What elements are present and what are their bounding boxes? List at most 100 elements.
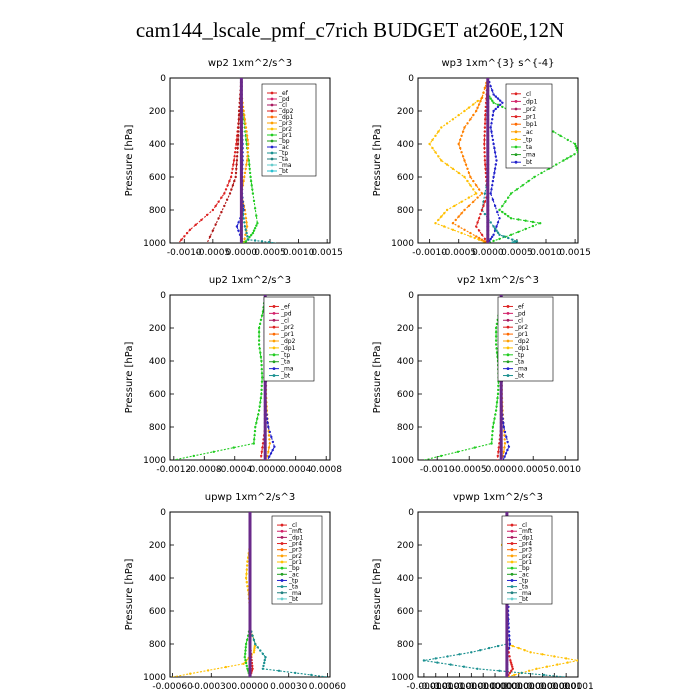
data-point-bt [248, 593, 252, 596]
data-point-dp1 [260, 359, 263, 363]
data-point-dp1 [483, 146, 486, 150]
data-point-dp2 [260, 454, 263, 458]
legend-marker [280, 597, 284, 601]
data-point-ac [253, 227, 257, 230]
data-point-pr1 [483, 86, 487, 90]
data-point-ac [501, 204, 504, 208]
legend-label: _dp2 [514, 338, 530, 345]
data-point-ac [507, 215, 510, 218]
legend-box [263, 296, 315, 382]
data-point-dp1 [257, 335, 261, 338]
data-point-bt [263, 295, 267, 297]
series-line-tp [487, 78, 504, 243]
data-point-pr1 [502, 450, 505, 453]
data-point-bt [486, 130, 490, 134]
data-point-ac [492, 101, 495, 105]
data-point-dp1 [491, 425, 495, 429]
data-point-pr2 [566, 661, 569, 664]
data-point-dp1 [495, 347, 498, 350]
data-point-bt [486, 155, 490, 158]
y-tick-label: 800 [397, 206, 414, 216]
data-point-ac [533, 175, 536, 179]
data-point-bt [248, 659, 252, 662]
legend-label: _pr3 [518, 547, 532, 554]
legend-marker [510, 560, 514, 564]
legend-label: _bt [280, 373, 291, 380]
data-point-ta [487, 646, 491, 650]
data-point-pr1 [245, 221, 248, 224]
data-point-bt [505, 617, 509, 621]
data-point-pr2 [224, 665, 227, 669]
data-point-dp1 [483, 155, 486, 158]
data-point-pr1 [475, 109, 478, 113]
data-point-ta [511, 238, 514, 241]
x-tick-label: -0.0004 [217, 465, 252, 475]
data-point-pr2 [527, 669, 531, 672]
data-point-ta [449, 663, 452, 666]
data-point-dp2 [497, 446, 500, 449]
data-point-bt [263, 384, 267, 388]
data-point-bt [248, 634, 252, 638]
data-point-pr1 [467, 204, 471, 208]
data-point-dp1 [214, 204, 217, 208]
data-point-ta [262, 664, 265, 668]
data-point-dp1 [495, 405, 498, 408]
x-tick-label: -0.0010 [420, 465, 455, 475]
legend: _cl_mft_dp1_pr4_pr3_pr2_pr1_bp_ac_tp_ta_… [501, 515, 553, 605]
legend-marker [506, 367, 510, 371]
data-point-ac [251, 188, 254, 191]
data-point-bt [486, 78, 490, 80]
data-point-bt [486, 233, 490, 237]
legend-marker [506, 305, 510, 308]
y-tick-label: 600 [149, 607, 166, 617]
legend-marker [270, 109, 274, 113]
data-point-dp2 [211, 229, 215, 232]
data-point-tp [268, 430, 271, 434]
y-axis-label: Pressure [hPa] [372, 559, 383, 631]
data-point-dp2 [228, 192, 232, 195]
y-tick-label: 200 [397, 541, 414, 551]
data-point-dp1 [260, 380, 264, 383]
data-point-bt [248, 539, 252, 543]
data-point-pr2 [463, 109, 466, 113]
legend-marker [270, 97, 274, 101]
data-point-pr1 [472, 200, 475, 203]
x-tick-label: 0.0008 [310, 465, 342, 475]
y-tick-label: 1000 [143, 456, 166, 466]
legend-label: _ta [518, 584, 528, 591]
data-point-tp [489, 85, 492, 88]
data-point-dp1 [257, 339, 261, 342]
data-point-bt [240, 233, 243, 237]
legend-label: _tp [278, 150, 288, 157]
data-point-dp2 [223, 204, 226, 208]
data-point-dp1 [258, 405, 261, 408]
y-tick-label: 600 [149, 390, 166, 400]
data-point-tp [507, 445, 511, 448]
x-tick-label: 0.0005 [517, 465, 549, 475]
data-point-pr1 [480, 238, 484, 241]
data-point-tp [502, 425, 505, 429]
legend-marker [272, 374, 276, 377]
data-point-ta [244, 228, 247, 231]
legend-marker [510, 591, 514, 595]
data-point-tp [506, 448, 509, 452]
x-tick-label: 0.0010 [283, 248, 315, 258]
legend-label: _pd [514, 310, 526, 317]
data-point-bt [505, 650, 509, 654]
legend-marker [270, 133, 274, 137]
data-point-bt [486, 204, 490, 208]
data-point-ac [253, 207, 257, 210]
data-point-pr2 [252, 651, 256, 654]
data-point-bt [505, 609, 509, 613]
data-point-bt [248, 626, 252, 629]
data-point-dp1 [257, 343, 261, 346]
data-point-bt [240, 188, 243, 191]
data-point-dp2 [234, 175, 237, 179]
data-point-pr1 [472, 179, 475, 183]
x-tick-label: 0.0015 [311, 248, 343, 258]
legend-label: _dp1 [514, 345, 530, 352]
y-tick-label: 800 [397, 640, 414, 650]
data-point-tp [489, 126, 492, 129]
chart-panel-3: up2 1xm^2/s^3 Pressure [hPa] 0 200 400 600 800… [124, 275, 342, 475]
